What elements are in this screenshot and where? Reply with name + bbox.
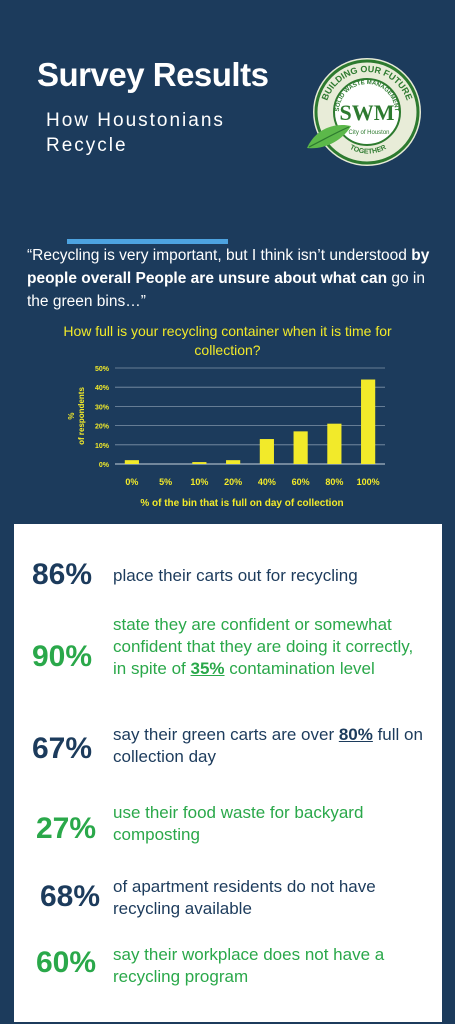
- stat-description: say their green carts are over 80% full …: [113, 725, 423, 766]
- x-tick-label: 100%: [357, 477, 380, 487]
- y-tick-label: 20%: [95, 424, 110, 431]
- stat-description: say their workplace does not have a recy…: [113, 945, 385, 986]
- y-axis-label: %: [67, 412, 76, 419]
- bar: [361, 379, 376, 464]
- stat-value: 60%: [36, 946, 97, 979]
- y-tick-label: 10%: [95, 443, 110, 450]
- page-title: Survey Results: [37, 56, 269, 93]
- y-tick-label: 30%: [95, 404, 110, 411]
- header: Survey Results How Houstonians Recycle B…: [0, 0, 455, 230]
- bar: [124, 460, 139, 464]
- stat-value: 86%: [32, 558, 93, 591]
- quote-line-3: go in the green bins…”: [27, 270, 425, 310]
- x-tick-label: 20%: [224, 477, 242, 487]
- y-tick-label: 0%: [99, 462, 110, 469]
- x-tick-label: 40%: [258, 477, 276, 487]
- page-subtitle: How Houstonians Recycle: [46, 110, 225, 156]
- stats-panel: 86% place their carts out for recycling …: [14, 524, 442, 1022]
- stat-highlight: 35%: [190, 659, 225, 678]
- x-tick-label: 60%: [292, 477, 310, 487]
- y-tick-label: 40%: [95, 385, 110, 392]
- stat-value: 68%: [40, 880, 101, 913]
- x-tick-label: 0%: [125, 477, 138, 487]
- stat-value: 27%: [36, 812, 97, 845]
- swm-logo: BUILDING OUR FUTURE SOLID WASTE MANAGEME…: [307, 58, 421, 166]
- x-tick-label: 10%: [190, 477, 208, 487]
- bar: [293, 431, 308, 464]
- stat-value: 67%: [32, 732, 93, 765]
- x-tick-label: 80%: [325, 477, 343, 487]
- logo-city: City of Houston: [348, 130, 389, 136]
- bar: [327, 423, 342, 464]
- stat-value: 90%: [32, 640, 93, 673]
- stat-description: use their food waste for backyard compos…: [113, 803, 364, 844]
- stat-description: of apartment residents do not have recyc…: [113, 877, 376, 918]
- stat-description: state they are confident or somewhat con…: [113, 615, 414, 678]
- quote-line-2: by people overall People are unsure abou…: [27, 247, 430, 287]
- x-tick-label: 5%: [159, 477, 172, 487]
- quote: “Recycling is very important, but I thin…: [27, 244, 442, 313]
- bar-chart: 0% 10% 20% 30% 40% 50% 0% 5% 10% 20% 40% 60% 80% 100%…: [67, 366, 385, 509]
- quote-accent-bar: [67, 239, 228, 244]
- stat-highlight: 80%: [338, 725, 373, 744]
- y-axis-label: of respondents: [77, 387, 86, 445]
- bar: [226, 460, 241, 464]
- logo-initials: SWM: [340, 100, 395, 125]
- x-axis-label: % of the bin that is full on day of coll…: [140, 498, 343, 509]
- stat-description: place their carts out for recycling: [113, 566, 358, 585]
- chart-title: How full is your recycling container whe…: [63, 323, 392, 358]
- y-tick-label: 50%: [95, 366, 110, 373]
- bar: [192, 462, 207, 464]
- logo-bottom-text: TOGETHER: [349, 144, 388, 156]
- quote-line-1: “Recycling is very important, but I thin…: [27, 247, 407, 264]
- bar: [259, 439, 274, 464]
